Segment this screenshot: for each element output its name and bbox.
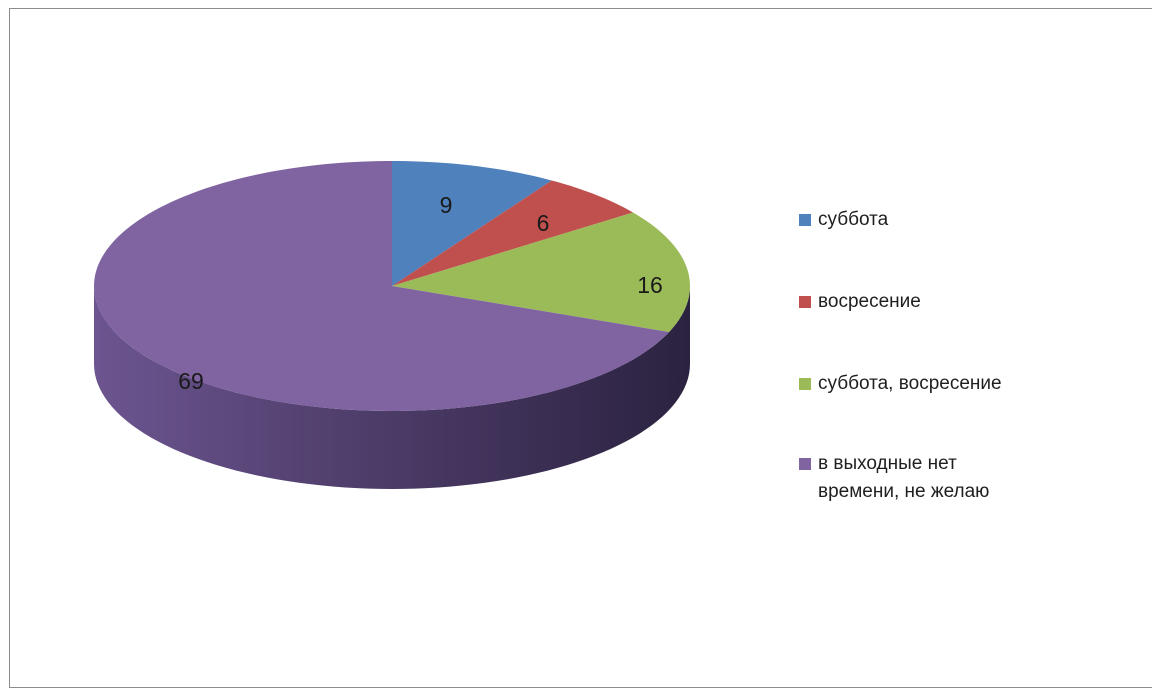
legend-swatch-saturday-sunday [799,378,811,390]
legend-swatch-sunday [799,296,811,308]
pie-side-wall [94,286,690,489]
pie-slice-saturday [392,161,552,286]
pie-side-walls [94,286,690,489]
pie-slices [94,161,690,411]
legend-swatch-no-time [799,458,811,470]
legend-label-saturday: суббота [818,209,889,230]
legend-item-no-time: в выходные нет времени, не желаю [799,450,1029,506]
pie-data-label-no-time: 69 [178,368,204,394]
legend-item-sunday: восресение [799,288,1029,316]
legend-item-saturday-sunday: суббота, восресение [799,370,1029,398]
pie-data-label-sunday: 6 [537,210,550,236]
chart-area: 9 6 16 69 суббота восресение суббота, восре… [9,8,1152,688]
legend-label-no-time: в выходные нет времени, не желаю [818,453,990,502]
pie-data-labels: 9 6 16 69 [178,192,663,394]
legend-label-sunday: восресение [818,291,921,312]
pie-data-label-saturday-sunday: 16 [637,272,663,298]
pie-chart: 9 6 16 69 [94,161,690,489]
legend-item-saturday: суббота [799,206,1029,234]
legend-swatch-saturday [799,214,811,226]
pie-slice-saturday-sunday [392,212,690,333]
legend-label-saturday-sunday: суббота, восресение [818,373,1002,394]
pie-slice-no-time [94,161,670,411]
pie-slice-sunday [392,180,634,286]
pie-data-label-saturday: 9 [440,192,453,218]
